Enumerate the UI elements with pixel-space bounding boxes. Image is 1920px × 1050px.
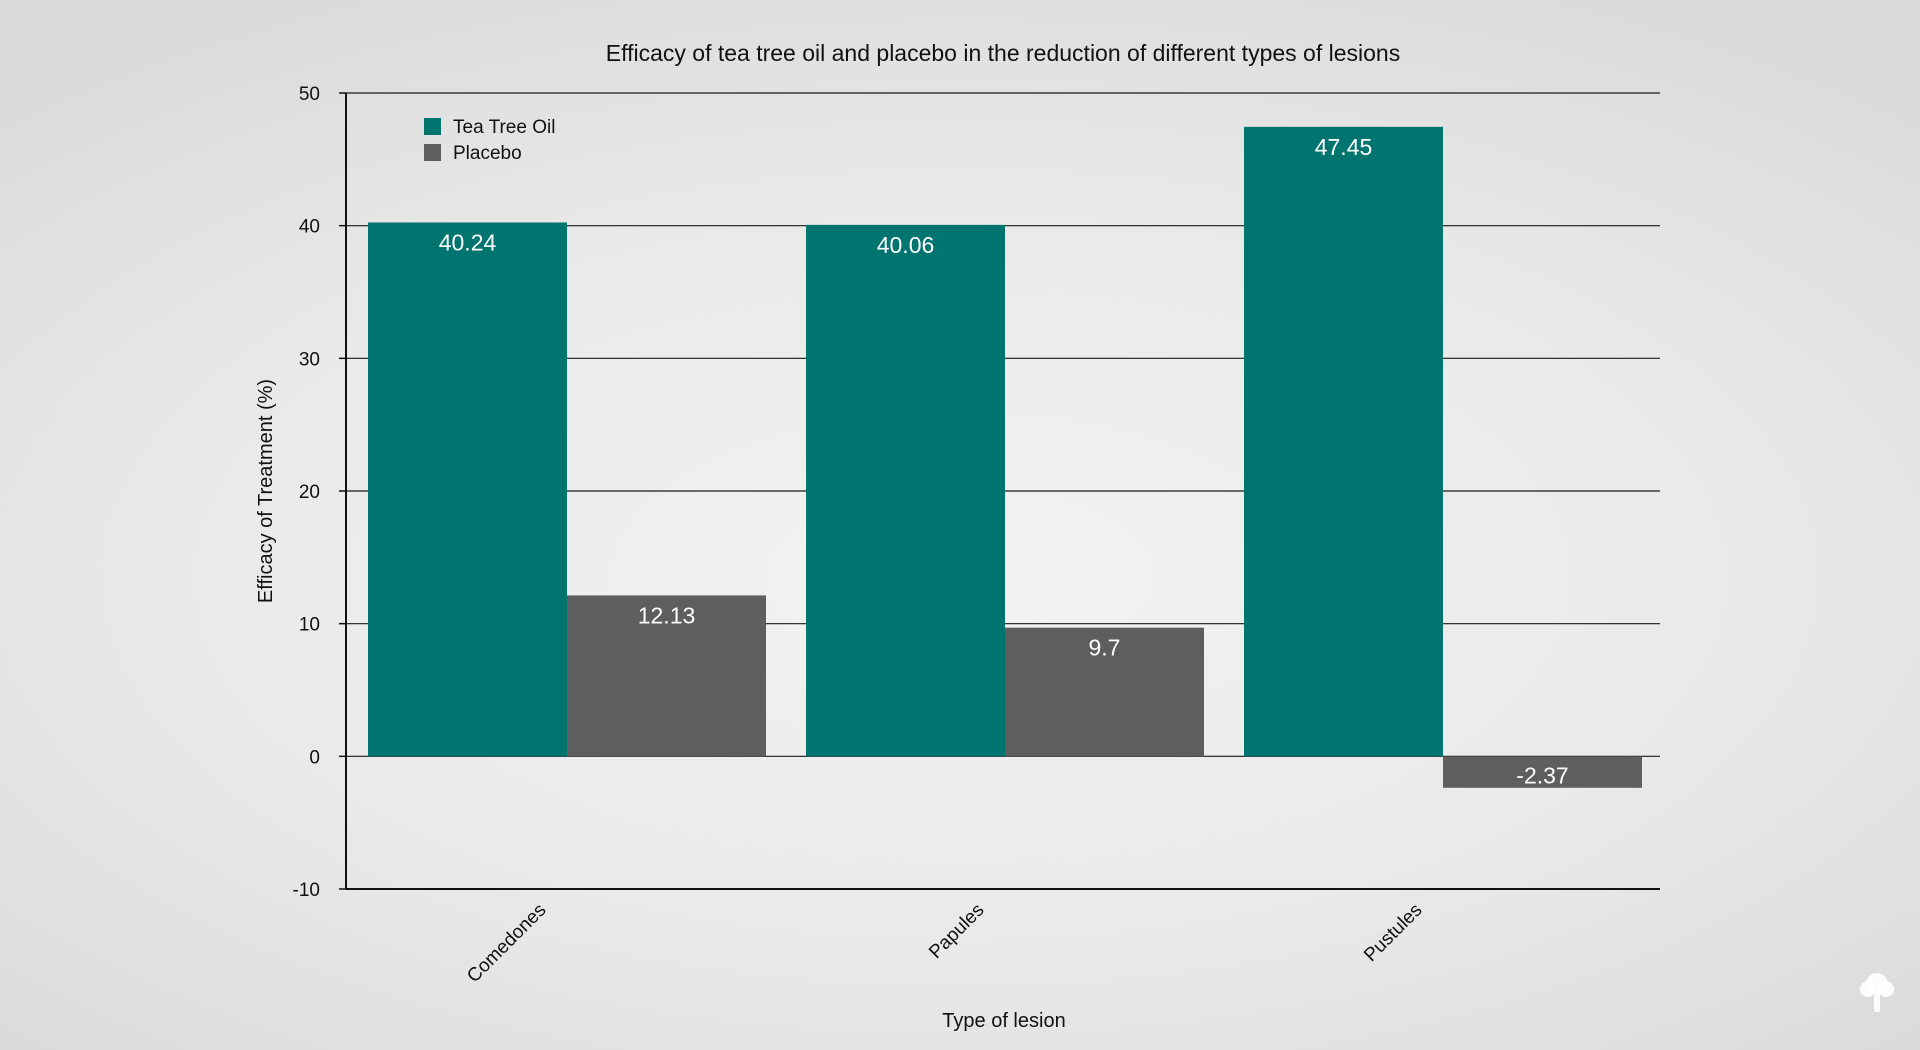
legend-label: Placebo [453,143,522,164]
x-tick-label: Papules [925,900,988,963]
legend-swatch [424,144,441,161]
x-axis-title: Type of lesion [942,1010,1065,1032]
y-tick-label: 50 [299,84,320,105]
tea-tree-oil-bar [806,224,1005,757]
y-tick-labels: -10 0 10 20 30 40 50 [293,84,320,901]
x-tick-label: Comedones [463,900,550,987]
legend: Tea Tree Oil Placebo [424,117,555,164]
data-label: 40.06 [877,232,935,258]
y-tick-label: 10 [299,615,320,636]
y-tick-label: -10 [293,880,320,901]
y-tick-label: 30 [299,349,320,370]
placebo-bar [1005,627,1204,757]
legend-swatch [424,118,441,135]
x-tick-label: Pustules [1360,900,1426,966]
data-label: 12.13 [638,602,696,628]
y-tick-label: 40 [299,217,320,238]
data-label: 40.24 [439,229,497,255]
y-axis-title: Efficacy of Treatment (%) [255,379,277,603]
data-label: 9.7 [1089,635,1121,661]
x-tick-labels: Comedones Papules Pustules [463,900,1426,987]
chart-title: Efficacy of tea tree oil and placebo in … [606,40,1400,66]
y-tick-label: 20 [299,482,320,503]
data-labels: 40.24 12.13 40.06 9.7 47.45 -2.37 [439,134,1569,789]
bars [368,126,1642,788]
tea-tree-oil-bar [368,222,567,757]
placebo-bar [567,595,766,757]
placebo-bar [1443,756,1642,788]
axes [345,93,1660,890]
data-label: 47.45 [1315,134,1373,160]
tree-icon [1860,973,1894,1012]
legend-label: Tea Tree Oil [453,117,555,138]
y-tick-label: 0 [309,747,320,768]
tea-tree-oil-bar [1244,126,1443,757]
data-label: -2.37 [1516,762,1568,788]
